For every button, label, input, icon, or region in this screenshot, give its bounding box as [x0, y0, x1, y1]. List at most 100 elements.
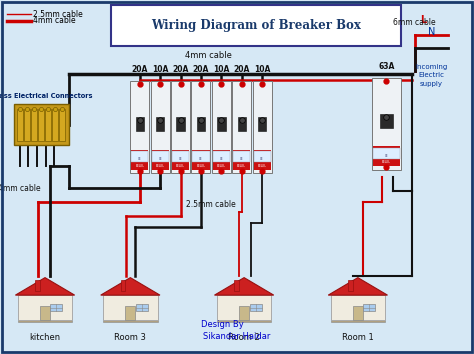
Bar — [136, 304, 148, 312]
Text: 20A: 20A — [193, 65, 209, 74]
Bar — [213, 151, 230, 162]
Bar — [31, 109, 37, 141]
Text: L: L — [420, 15, 427, 25]
Bar — [18, 295, 72, 320]
Bar — [130, 81, 149, 173]
Text: Room 1: Room 1 — [342, 333, 374, 342]
Bar — [353, 306, 363, 320]
Text: Sikandar Haidar: Sikandar Haidar — [203, 332, 271, 341]
Bar — [258, 117, 266, 131]
Text: CE: CE — [384, 154, 388, 158]
Bar — [59, 109, 65, 141]
Bar — [14, 104, 69, 145]
Bar — [233, 150, 250, 170]
Text: BELEL: BELEL — [156, 164, 164, 168]
Bar — [172, 151, 189, 162]
Text: 2.5mm cable: 2.5mm cable — [33, 10, 83, 19]
Bar — [237, 117, 246, 131]
Polygon shape — [214, 278, 274, 295]
Text: 20A: 20A — [132, 65, 148, 74]
Bar — [176, 117, 185, 131]
Bar — [192, 150, 210, 170]
Text: BELEL: BELEL — [258, 164, 266, 168]
Text: CE: CE — [240, 157, 244, 161]
Bar — [152, 151, 169, 162]
Text: Incoming
Electric
supply: Incoming Electric supply — [415, 64, 447, 87]
Text: BELEL: BELEL — [237, 164, 246, 168]
Bar — [103, 319, 157, 322]
Text: Room 2: Room 2 — [228, 333, 260, 342]
Bar — [232, 81, 251, 173]
Bar — [380, 114, 392, 127]
Text: Design By: Design By — [201, 320, 244, 330]
Bar — [213, 150, 230, 170]
Bar — [331, 295, 385, 320]
Bar — [363, 304, 375, 312]
Bar — [197, 117, 205, 131]
Text: BELEL: BELEL — [217, 164, 226, 168]
Bar — [254, 150, 271, 170]
Bar — [131, 150, 148, 170]
Bar — [151, 81, 170, 173]
Polygon shape — [15, 278, 75, 295]
Bar — [217, 295, 271, 320]
FancyBboxPatch shape — [111, 5, 401, 46]
Bar — [103, 295, 157, 320]
Bar — [120, 280, 126, 291]
Bar — [38, 109, 44, 141]
Bar — [239, 306, 249, 320]
Text: 4mm cable: 4mm cable — [33, 16, 76, 25]
Text: 20A: 20A — [234, 65, 250, 74]
Bar — [17, 109, 23, 141]
Bar — [233, 151, 250, 162]
Text: kitchen: kitchen — [29, 333, 61, 342]
Text: 20A: 20A — [173, 65, 189, 74]
Bar — [45, 109, 51, 141]
Bar — [191, 81, 210, 173]
Bar — [217, 117, 226, 131]
Text: 10A: 10A — [152, 65, 168, 74]
Bar — [331, 319, 385, 322]
Text: 10A: 10A — [213, 65, 229, 74]
Text: CE: CE — [179, 157, 182, 161]
Text: BELEL: BELEL — [382, 160, 391, 164]
Bar — [253, 81, 272, 173]
Text: N: N — [428, 27, 435, 38]
Text: Room 3: Room 3 — [114, 333, 146, 342]
Text: CE: CE — [260, 157, 264, 161]
Bar — [156, 117, 164, 131]
Bar — [126, 306, 135, 320]
Bar — [212, 81, 231, 173]
Text: CE: CE — [158, 157, 162, 161]
Bar — [136, 117, 144, 131]
Text: 6mm cable: 6mm cable — [393, 18, 436, 28]
Bar — [40, 306, 50, 320]
Bar — [373, 148, 400, 159]
Bar — [18, 319, 72, 322]
Bar — [192, 151, 210, 162]
Bar — [348, 280, 353, 291]
Bar — [249, 304, 262, 312]
Text: Brass Electrical Connectors: Brass Electrical Connectors — [0, 93, 92, 99]
Bar — [50, 304, 63, 312]
Text: 4mm cable: 4mm cable — [185, 51, 232, 61]
Bar — [172, 150, 189, 170]
Text: BELEL: BELEL — [197, 164, 205, 168]
Bar — [254, 151, 271, 162]
Text: 63A: 63A — [378, 62, 394, 71]
Bar — [24, 109, 30, 141]
Text: BELEL: BELEL — [176, 164, 185, 168]
Bar — [373, 146, 400, 166]
Bar — [372, 78, 401, 170]
Bar — [35, 280, 40, 291]
Polygon shape — [328, 278, 387, 295]
Text: 10A: 10A — [254, 65, 270, 74]
Bar — [234, 280, 239, 291]
Bar — [131, 151, 148, 162]
Polygon shape — [100, 278, 160, 295]
Bar — [152, 150, 169, 170]
Bar — [52, 109, 58, 141]
Text: CE: CE — [138, 157, 142, 161]
Text: CE: CE — [199, 157, 203, 161]
Bar — [171, 81, 190, 173]
